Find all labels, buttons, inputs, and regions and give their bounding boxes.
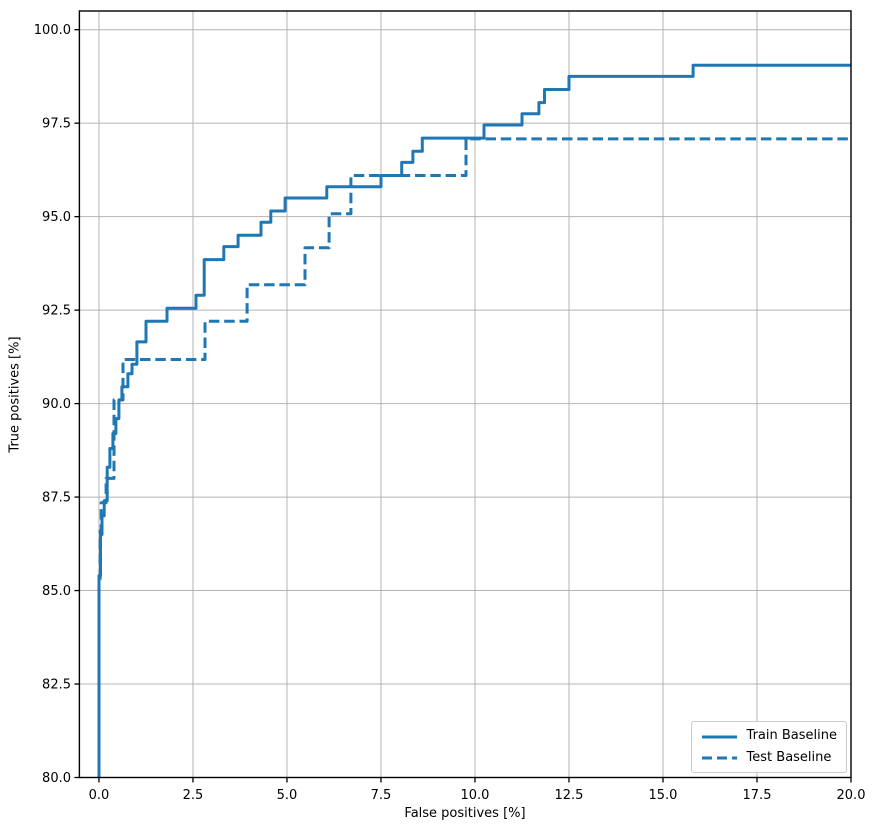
x-tick-label: 12.5: [555, 788, 584, 803]
y-tick-label: 90.0: [42, 397, 71, 412]
legend: Train Baseline Test Baseline: [690, 721, 847, 773]
x-tick-label: 20.0: [837, 788, 866, 803]
legend-label-train: Train Baseline: [746, 728, 837, 744]
train-line-sample-icon: [701, 735, 737, 739]
x-tick-label: 15.0: [649, 788, 678, 803]
legend-entry-test: Test Baseline: [701, 749, 837, 765]
test-baseline-curve: [97, 137, 851, 778]
test-line-sample-icon: [701, 756, 737, 760]
x-tick-label: 5.0: [277, 788, 298, 803]
x-tick-label: 0.0: [89, 788, 110, 803]
train-baseline-curve: [97, 63, 851, 778]
y-tick-label: 82.5: [42, 678, 71, 693]
x-axis-label: False positives [%]: [404, 806, 526, 821]
legend-label-test: Test Baseline: [746, 749, 832, 765]
y-tick-label: 85.0: [42, 584, 71, 599]
x-tick-label: 17.5: [743, 788, 772, 803]
x-tick-label: 2.5: [183, 788, 204, 803]
y-tick-label: 100.0: [34, 23, 71, 38]
legend-entry-train: Train Baseline: [701, 729, 837, 743]
y-tick-label: 80.0: [42, 771, 71, 786]
x-tick-label: 7.5: [371, 788, 392, 803]
y-tick-label: 92.5: [42, 304, 71, 319]
y-tick-label: 87.5: [42, 491, 71, 506]
y-tick-label: 97.5: [42, 117, 71, 132]
x-tick-label: 10.0: [461, 788, 490, 803]
y-tick-label: 95.0: [42, 210, 71, 225]
axes-spines: [78, 10, 852, 779]
y-axis-label: True positives [%]: [7, 336, 23, 453]
